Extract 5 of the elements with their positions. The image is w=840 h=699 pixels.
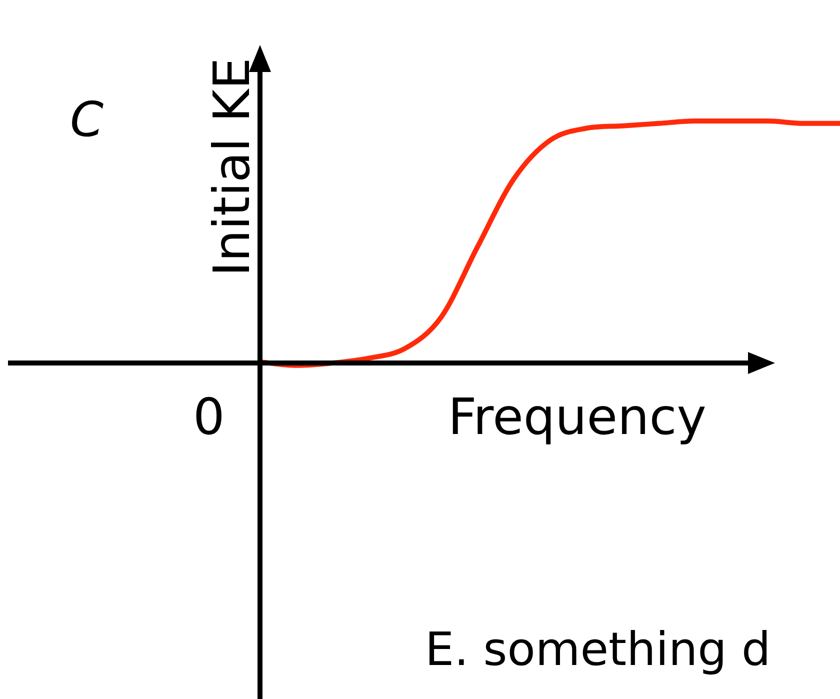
text: E. something d (425, 622, 771, 676)
text: 0 (193, 388, 225, 446)
text: C (70, 92, 104, 148)
y-axis-title: Initial KE (203, 58, 261, 276)
x-axis-title: Frequency (448, 388, 706, 446)
